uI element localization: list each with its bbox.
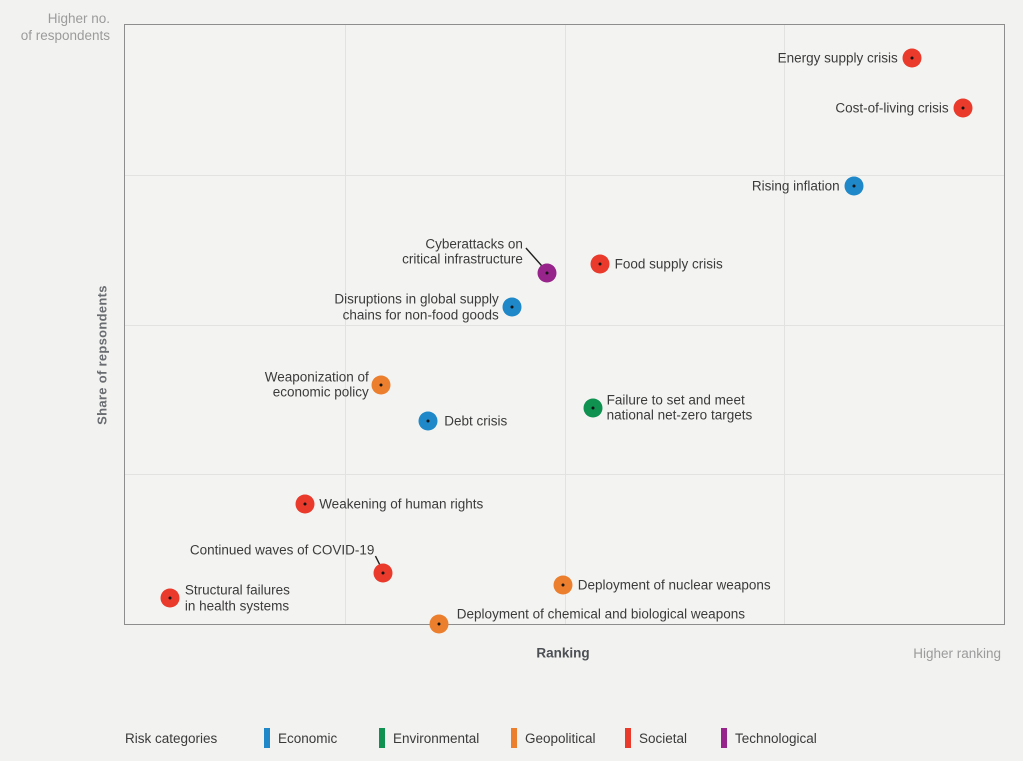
- data-point-disruptions-in-global-supply-chains-for-non-food-goods: [502, 297, 522, 317]
- legend-label-environmental: Environmental: [393, 730, 480, 746]
- plot-area: Energy supply crisis Cost-of-living crisi…: [124, 24, 1005, 634]
- data-point-deployment-of-chemical-and-biological-weapons: [429, 614, 449, 634]
- legend-swatch-environmental: [379, 728, 385, 748]
- data-point-structural-failures-in-health-systems: [160, 588, 180, 608]
- point-label-deployment-of-nuclear-weapons: Deployment of nuclear weapons: [577, 577, 771, 593]
- point-label-rising-inflation: Rising inflation: [751, 178, 840, 194]
- data-point-continued-waves-of-covid-19: [373, 563, 393, 583]
- point-label-failure-to-set-and-meet-national-net-zero-targets: Failure to set and meet national net-zer…: [606, 392, 753, 423]
- data-point-cyberattacks-on-critical-infrastructure: [537, 263, 557, 283]
- data-point-center: [852, 184, 856, 188]
- legend-item-economic: Economic: [264, 727, 337, 749]
- data-point-center: [510, 305, 514, 309]
- legend-item-societal: Societal: [625, 727, 687, 749]
- legend-swatch-societal: [625, 728, 631, 748]
- legend-swatch-geopolitical: [511, 728, 517, 748]
- data-point-failure-to-set-and-meet-national-net-zero-targets: [583, 398, 603, 418]
- y-axis-top-annotation: Higher no. of respondents: [20, 11, 110, 43]
- point-label-continued-waves-of-covid-19: Continued waves of COVID-19: [189, 542, 375, 558]
- data-point-center: [168, 596, 172, 600]
- legend-swatch-economic: [264, 728, 270, 748]
- point-label-deployment-of-chemical-and-biological-weapons: Deployment of chemical and biological we…: [456, 606, 745, 622]
- data-point-center: [381, 571, 385, 575]
- point-label-disruptions-in-global-supply-chains-for-non-food-goods: Disruptions in global supply chains for …: [334, 291, 499, 323]
- gridline-horizontal: [125, 474, 1004, 476]
- point-label-weaponization-of-economic-policy: Weaponization of economic policy: [264, 369, 369, 400]
- data-point-center: [379, 383, 383, 387]
- legend: Risk categories Economic Environmental G…: [0, 727, 1023, 749]
- x-axis-label: Ranking: [536, 645, 590, 661]
- leader-line-cyberattacks-on-critical-infrastructure: [525, 247, 543, 267]
- point-label-weakening-of-human-rights: Weakening of human rights: [319, 496, 484, 512]
- point-label-structural-failures-in-health-systems: Structural failures in health systems: [184, 582, 290, 614]
- data-point-food-supply-crisis: [590, 254, 610, 274]
- data-point-weakening-of-human-rights: [295, 494, 315, 514]
- data-point-center: [426, 419, 430, 423]
- data-point-center: [303, 502, 307, 506]
- point-label-debt-crisis: Debt crisis: [444, 413, 508, 429]
- data-point-energy-supply-crisis: [902, 48, 922, 68]
- legend-item-environmental: Environmental: [379, 727, 479, 749]
- data-point-cost-of-living-crisis: [953, 98, 973, 118]
- data-point-center: [545, 271, 549, 275]
- legend-label-technological: Technological: [735, 730, 817, 746]
- data-point-center: [961, 106, 965, 110]
- data-point-center: [591, 406, 595, 410]
- point-label-cost-of-living-crisis: Cost-of-living crisis: [835, 100, 949, 116]
- point-label-cyberattacks-on-critical-infrastructure: Cyberattacks on critical infrastructure: [402, 236, 523, 267]
- legend-label-economic: Economic: [278, 730, 338, 746]
- x-axis-right-annotation: Higher ranking: [913, 646, 1001, 661]
- data-point-rising-inflation: [844, 176, 864, 196]
- point-label-food-supply-crisis: Food supply crisis: [614, 256, 723, 272]
- data-point-debt-crisis: [418, 411, 438, 431]
- gridline-horizontal: [125, 324, 1004, 326]
- data-point-weaponization-of-economic-policy: [371, 375, 391, 395]
- y-axis-label: Share of repsondents: [94, 285, 110, 425]
- legend-label-geopolitical: Geopolitical: [525, 730, 596, 746]
- point-label-energy-supply-crisis: Energy supply crisis: [777, 50, 898, 66]
- data-point-center: [598, 262, 602, 266]
- data-point-center: [561, 583, 565, 587]
- legend-item-technological: Technological: [721, 727, 817, 749]
- data-point-center: [910, 56, 914, 60]
- data-point-deployment-of-nuclear-weapons: [553, 575, 573, 595]
- data-point-center: [437, 622, 441, 626]
- legend-label-societal: Societal: [639, 730, 688, 746]
- gridline-horizontal: [125, 174, 1004, 176]
- legend-title: Risk categories: [125, 730, 218, 746]
- legend-swatch-technological: [721, 728, 727, 748]
- legend-item-geopolitical: Geopolitical: [511, 727, 596, 749]
